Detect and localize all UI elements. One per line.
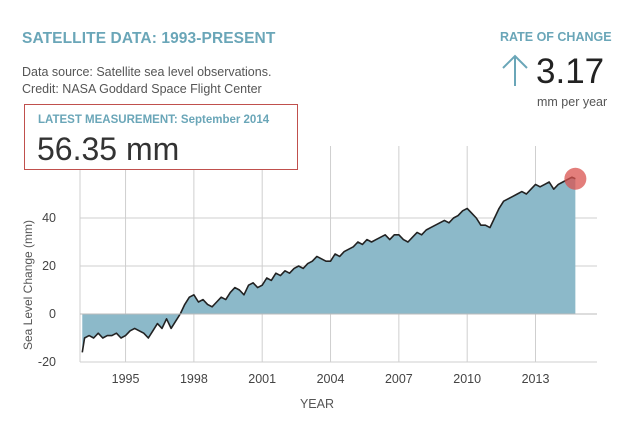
latest-measurement-value: 56.35 mm (37, 131, 180, 167)
y-tick-label: 0 (49, 307, 56, 321)
y-tick-label: 20 (42, 259, 56, 273)
chart-title: SATELLITE DATA: 1993-PRESENT (22, 30, 276, 47)
chart-area-layer (80, 167, 597, 353)
x-tick-label: 2001 (248, 372, 276, 386)
x-axis-label: YEAR (300, 397, 334, 411)
data-source: Data source: Satellite sea level observa… (22, 64, 271, 98)
y-axis-label: Sea Level Change (mm) (21, 220, 35, 350)
rate-of-change-value: 3.17 (536, 52, 605, 91)
credit-line: Credit: NASA Goddard Space Flight Center (22, 82, 262, 96)
latest-measurement-box: LATEST MEASUREMENT: September 2014 56.35… (24, 104, 298, 170)
rate-of-change-label: RATE OF CHANGE (500, 30, 612, 44)
latest-measurement-marker[interactable] (564, 167, 587, 190)
sea-level-line (81, 176, 576, 353)
x-tick-label: 2004 (317, 372, 345, 386)
x-tick-label: 2013 (522, 372, 550, 386)
latest-measurement-label: LATEST MEASUREMENT: September 2014 (38, 114, 270, 126)
sea-level-area (82, 177, 576, 353)
x-tick-label: 2007 (385, 372, 413, 386)
x-tick-label: 2010 (453, 372, 481, 386)
y-tick-label: -20 (38, 355, 56, 369)
rate-of-change-unit: mm per year (537, 95, 608, 109)
arrow-up-icon (502, 54, 528, 86)
x-tick-label: 1998 (180, 372, 208, 386)
chart-axis-labels: -20 0 20 40 1995 1998 2001 2004 2007 2010 2013 (38, 211, 550, 386)
y-tick-label: 40 (42, 211, 56, 225)
source-line: Data source: Satellite sea level observa… (22, 65, 272, 79)
x-tick-label: 1995 (112, 372, 140, 386)
